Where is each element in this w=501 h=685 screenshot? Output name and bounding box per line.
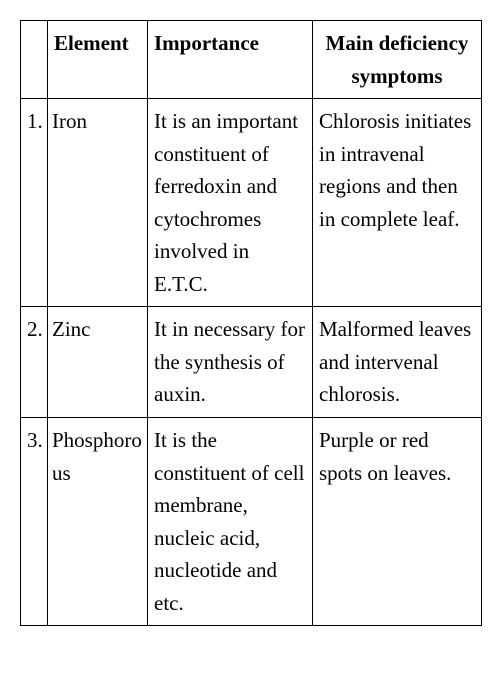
cell-importance: It in necessary for the synthesis of aux… xyxy=(148,307,313,418)
cell-symptoms: Chlorosis initiates in intravenal region… xyxy=(313,99,482,307)
cell-element: Iron xyxy=(48,99,148,307)
cell-num: 3. xyxy=(21,418,48,626)
cell-num: 2. xyxy=(21,307,48,418)
header-element: Element xyxy=(48,21,148,99)
cell-num: 1. xyxy=(21,99,48,307)
header-num xyxy=(21,21,48,99)
table-row: 2. Zinc It in necessary for the synthesi… xyxy=(21,307,482,418)
cell-importance: It is the constituent of cell membrane, … xyxy=(148,418,313,626)
cell-symptoms: Malformed leaves and intervenal chlorosi… xyxy=(313,307,482,418)
header-importance: Importance xyxy=(148,21,313,99)
header-symptoms: Main deficiency symptoms xyxy=(313,21,482,99)
cell-symptoms: Purple or red spots on leaves. xyxy=(313,418,482,626)
table-header-row: Element Importance Main deficiency sympt… xyxy=(21,21,482,99)
cell-element: Phosphorous xyxy=(48,418,148,626)
cell-importance: It is an important constituent of ferred… xyxy=(148,99,313,307)
table-row: 3. Phosphorous It is the constituent of … xyxy=(21,418,482,626)
cell-element: Zinc xyxy=(48,307,148,418)
table-row: 1. Iron It is an important constituent o… xyxy=(21,99,482,307)
element-deficiency-table: Element Importance Main deficiency sympt… xyxy=(20,20,482,626)
